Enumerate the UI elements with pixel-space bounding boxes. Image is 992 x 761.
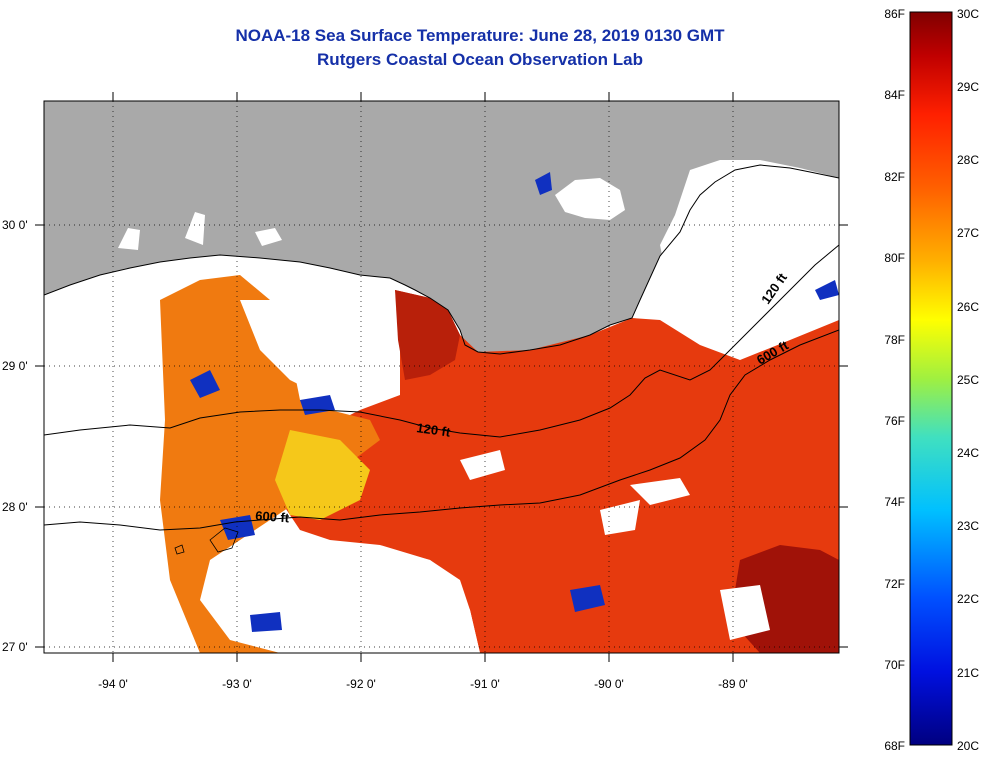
chart-title: NOAA-18 Sea Surface Temperature: June 28…: [235, 26, 725, 45]
contour-600ft: [44, 329, 839, 531]
lon-tick-label: -89 0': [718, 677, 748, 691]
sst-hot-region-north: [395, 290, 460, 380]
cb-f-label: 70F: [884, 658, 905, 672]
land-mass: [44, 101, 839, 354]
map-border: [43, 100, 840, 654]
sst-cool-region: [275, 430, 370, 520]
cb-f-label: 86F: [884, 7, 905, 21]
cb-f-label: 82F: [884, 170, 905, 184]
cb-c-label: 25C: [957, 373, 979, 387]
cb-c-label: 27C: [957, 226, 979, 240]
chart-subtitle: Rutgers Coastal Ocean Observation Lab: [317, 50, 643, 69]
contour-deep: [174, 527, 239, 555]
cb-c-label: 29C: [957, 80, 979, 94]
lon-tick-label: -92 0': [346, 677, 376, 691]
cloud-central: [460, 450, 770, 640]
coastal-cloud-west: [118, 212, 282, 250]
cb-c-label: 21C: [957, 666, 979, 680]
lake-pontchartrain-cloud: [555, 178, 625, 220]
cb-c-label: 28C: [957, 153, 979, 167]
map-layers: [44, 101, 839, 653]
tick-marks: [35, 92, 848, 662]
coastal-cloud-east: [660, 160, 839, 340]
contour-label-120ft: 120 ft: [416, 420, 452, 440]
cb-c-label: 24C: [957, 446, 979, 460]
lat-tick-label: 30 0': [2, 218, 28, 232]
sst-mid-region: [160, 275, 380, 653]
cloud-southwest: [270, 540, 480, 653]
cb-c-label: 26C: [957, 300, 979, 314]
cb-f-label: 84F: [884, 88, 905, 102]
sst-warm-region: [280, 290, 839, 653]
cloud-west: [240, 300, 400, 400]
cb-c-label: 23C: [957, 519, 979, 533]
colorbar-celsius-labels: 30C 29C 28C 27C 26C 25C 24C 23C 22C 21C …: [957, 7, 979, 753]
cb-f-label: 78F: [884, 333, 905, 347]
lat-tick-label: 27 0': [2, 640, 28, 654]
lon-tick-label: -93 0': [222, 677, 252, 691]
cb-f-label: 76F: [884, 414, 905, 428]
lon-tick-label: -90 0': [594, 677, 624, 691]
cb-f-label: 68F: [884, 739, 905, 753]
colorbar: [909, 11, 953, 746]
coastline: [44, 164, 839, 355]
sst-cold-patches: [190, 172, 839, 632]
cb-c-label: 30C: [957, 7, 979, 21]
graticule: [44, 101, 839, 653]
lat-tick-label: 28 0': [2, 500, 28, 514]
lat-tick-label: 29 0': [2, 359, 28, 373]
cb-c-label: 22C: [957, 592, 979, 606]
cb-f-label: 72F: [884, 577, 905, 591]
lon-tick-label: -91 0': [470, 677, 500, 691]
contour-120ft: [44, 244, 839, 438]
colorbar-fahrenheit-labels: 86F 84F 82F 80F 78F 76F 74F 72F 70F 68F: [884, 7, 905, 753]
cb-c-label: 20C: [957, 739, 979, 753]
cb-f-label: 74F: [884, 495, 905, 509]
lon-tick-label: -94 0': [98, 677, 128, 691]
cb-f-label: 80F: [884, 251, 905, 265]
contour-label-600ft: 600 ft: [255, 508, 291, 525]
